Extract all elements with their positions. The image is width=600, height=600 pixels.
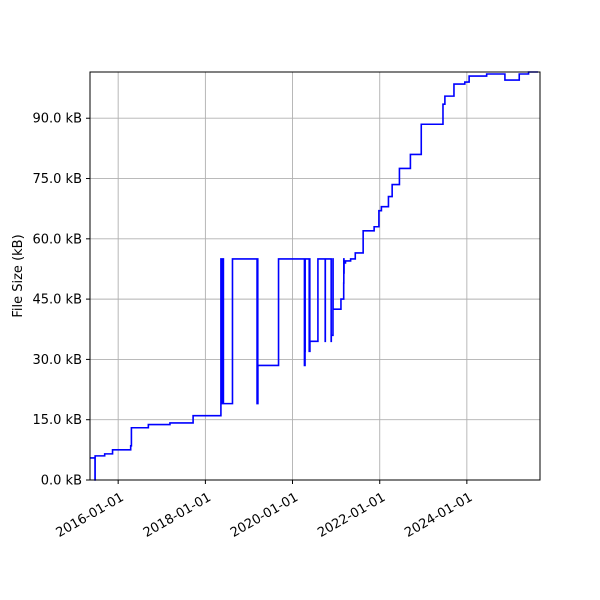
y-tick-label-3: 45.0 kB (32, 293, 82, 308)
plot-frame (89, 71, 541, 481)
y-tick-label-0: 0.0 kB (41, 474, 82, 489)
y-tick-label-4: 60.0 kB (32, 232, 82, 247)
y-axis-label: File Size (kB) (11, 234, 26, 317)
y-tick-label-2: 30.0 kB (32, 353, 82, 368)
tick-marks (86, 117, 468, 484)
y-tick-labels: 0.0 kB 15.0 kB 30.0 kB 45.0 kB 60.0 kB 75.0 k… (32, 112, 82, 489)
grid-lines (90, 72, 540, 481)
y-tick-label-5: 75.0 kB (32, 172, 82, 187)
series-line-0 (90, 71, 539, 481)
series-layer (90, 71, 539, 481)
y-tick-label-6: 90.0 kB (32, 112, 82, 127)
y-tick-label-1: 15.0 kB (32, 413, 82, 428)
